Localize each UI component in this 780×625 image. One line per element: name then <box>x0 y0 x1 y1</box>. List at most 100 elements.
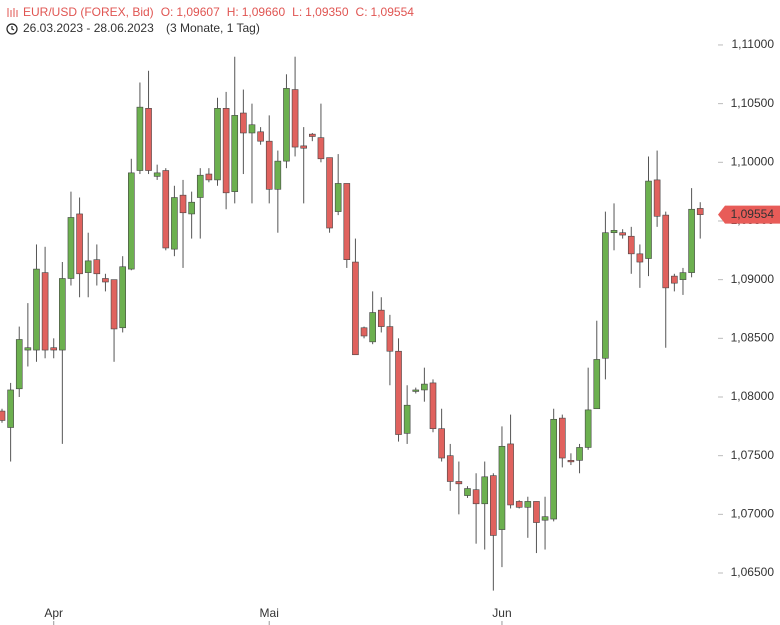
candle-body <box>317 137 325 160</box>
y-tick-label: 1,07000 <box>731 507 775 521</box>
candle-body <box>171 197 178 250</box>
candle-body <box>7 389 14 428</box>
candle-body <box>438 428 445 459</box>
candle-body <box>283 88 290 162</box>
candle-body <box>300 145 308 149</box>
x-tick-label: Jun <box>492 606 511 620</box>
candle-body <box>558 417 566 459</box>
candle-body <box>119 266 126 329</box>
candle-body <box>84 260 92 273</box>
candle-body <box>645 180 652 259</box>
candle-body <box>662 214 670 289</box>
candle-body <box>386 326 394 352</box>
ohlc-value: 1,09607 <box>176 5 220 19</box>
last-price-tag <box>718 205 780 224</box>
ohlc-key: L: <box>292 5 302 19</box>
candle-body <box>0 410 6 421</box>
y-tick-label: 1,07500 <box>731 448 775 462</box>
y-tick-label: 1,11000 <box>732 37 775 51</box>
candle-body <box>24 347 32 351</box>
candle-body <box>93 259 101 275</box>
candle-body <box>67 217 75 279</box>
candle-body <box>110 279 118 330</box>
ohlc-key: H: <box>227 5 239 19</box>
candle-body <box>602 232 609 359</box>
ohlc-key: C: <box>356 5 368 19</box>
x-tick-label: Apr <box>44 606 63 620</box>
y-tick-label: 1,08000 <box>731 389 775 403</box>
candle-body <box>334 183 342 212</box>
candle-body <box>196 174 204 198</box>
candle-body <box>593 359 601 410</box>
period: (3 Monate, 1 Tag) <box>166 21 260 35</box>
candle-body <box>41 272 49 351</box>
candle-body <box>584 409 592 448</box>
candle-body <box>369 312 376 343</box>
candle-body <box>481 476 489 505</box>
candle-body <box>326 157 333 229</box>
candle-body <box>145 108 152 171</box>
candle-body <box>472 489 480 505</box>
candle-body <box>671 275 678 284</box>
x-tick-label: Mai <box>260 606 279 620</box>
candle-body <box>59 278 66 351</box>
candle-body <box>240 112 247 134</box>
candle-body <box>102 278 109 283</box>
candle-body <box>524 501 532 508</box>
y-tick-label: 1,10500 <box>731 96 775 110</box>
candle-body <box>429 382 437 429</box>
ohlc-value: 1,09660 <box>242 5 286 19</box>
candle-body <box>274 160 282 190</box>
chart-title: EUR/USD (FOREX, Bid) <box>23 5 154 19</box>
candle-body <box>576 447 583 461</box>
candle-body <box>188 201 195 215</box>
candle-body <box>360 327 368 337</box>
candle-body <box>205 173 213 181</box>
candle-body <box>343 183 351 261</box>
candle-body <box>610 230 618 234</box>
candle-body <box>498 445 506 530</box>
date-range: 26.03.2023 - 28.06.2023 <box>23 21 154 35</box>
candle-body <box>50 347 58 351</box>
candle-body <box>153 172 161 177</box>
candle-body <box>464 488 471 496</box>
candle-body <box>76 213 83 275</box>
candle-body <box>636 253 644 263</box>
candle-body <box>653 179 661 217</box>
candle-body <box>33 268 40 351</box>
candle-body <box>412 389 420 392</box>
candle-body <box>377 309 385 327</box>
candle-body <box>231 115 239 192</box>
candle-body <box>619 232 626 236</box>
y-tick-label: 1,06500 <box>731 565 775 579</box>
symbol-icon <box>7 8 18 17</box>
last-price-label: 1,09554 <box>731 207 775 221</box>
candle-body <box>257 131 264 142</box>
candle-body <box>352 261 359 356</box>
candle-body <box>265 140 273 190</box>
candle-body <box>567 460 575 463</box>
candle-body <box>550 418 557 520</box>
candle-body <box>136 106 144 171</box>
candle-body <box>679 272 687 280</box>
candle-body <box>248 124 256 134</box>
y-tick-label: 1,10000 <box>731 154 775 168</box>
candle-body <box>696 208 704 215</box>
candle-body <box>421 383 428 391</box>
ohlc-value: 1,09350 <box>305 5 349 19</box>
candle-body <box>403 404 411 434</box>
candle-body <box>214 108 221 181</box>
ohlc-value: 1,09554 <box>371 5 415 19</box>
candle-body <box>627 235 635 255</box>
candle-body <box>309 133 316 137</box>
candle-body <box>128 172 135 270</box>
ohlc-key: O: <box>161 5 174 19</box>
candle-body <box>541 516 549 521</box>
y-tick-label: 1,08500 <box>731 330 775 344</box>
candle-body <box>162 170 170 249</box>
candle-body <box>179 194 187 214</box>
clock-icon <box>6 23 18 35</box>
candle-body <box>490 475 497 536</box>
candle-body <box>395 350 402 435</box>
